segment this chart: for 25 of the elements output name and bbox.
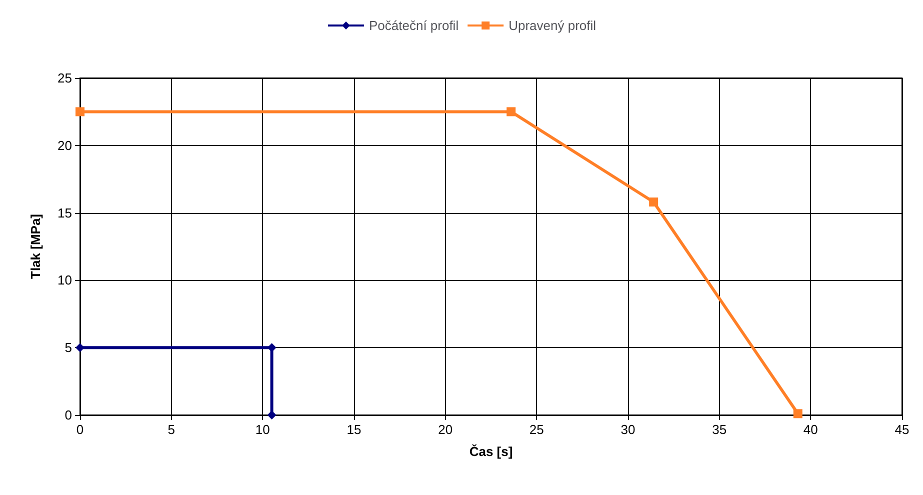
y-tick-label: 10 xyxy=(58,272,72,288)
point xyxy=(267,410,276,420)
legend-label: Počáteční profil xyxy=(368,18,459,33)
x-tick-label: 5 xyxy=(168,422,175,437)
point xyxy=(506,107,516,116)
y-tick-label: 0 xyxy=(64,408,72,422)
x-tick-label: 25 xyxy=(529,422,544,437)
y-axis-title: Tlak [MPa] xyxy=(28,214,43,280)
x-axis-title: Čas [s] xyxy=(469,444,513,459)
point xyxy=(793,409,802,418)
x-tick-label: 35 xyxy=(712,422,727,437)
point xyxy=(76,107,84,116)
x-tick-label: 15 xyxy=(346,422,362,437)
x-tick-label: 30 xyxy=(620,422,636,437)
x-tick-label: 45 xyxy=(894,422,910,437)
x-tick-label: 10 xyxy=(255,422,270,437)
y-tick-label: 5 xyxy=(64,340,72,356)
point xyxy=(649,198,658,207)
y-tick-label: 15 xyxy=(58,205,72,220)
x-tick-label: 40 xyxy=(803,422,818,437)
y-tick-label: 20 xyxy=(58,138,72,153)
legend-label: Upravený profil xyxy=(508,18,596,33)
x-tick-label: 20 xyxy=(438,422,453,437)
x-tick-label: 0 xyxy=(76,422,84,437)
y-tick-label: 25 xyxy=(58,70,72,86)
